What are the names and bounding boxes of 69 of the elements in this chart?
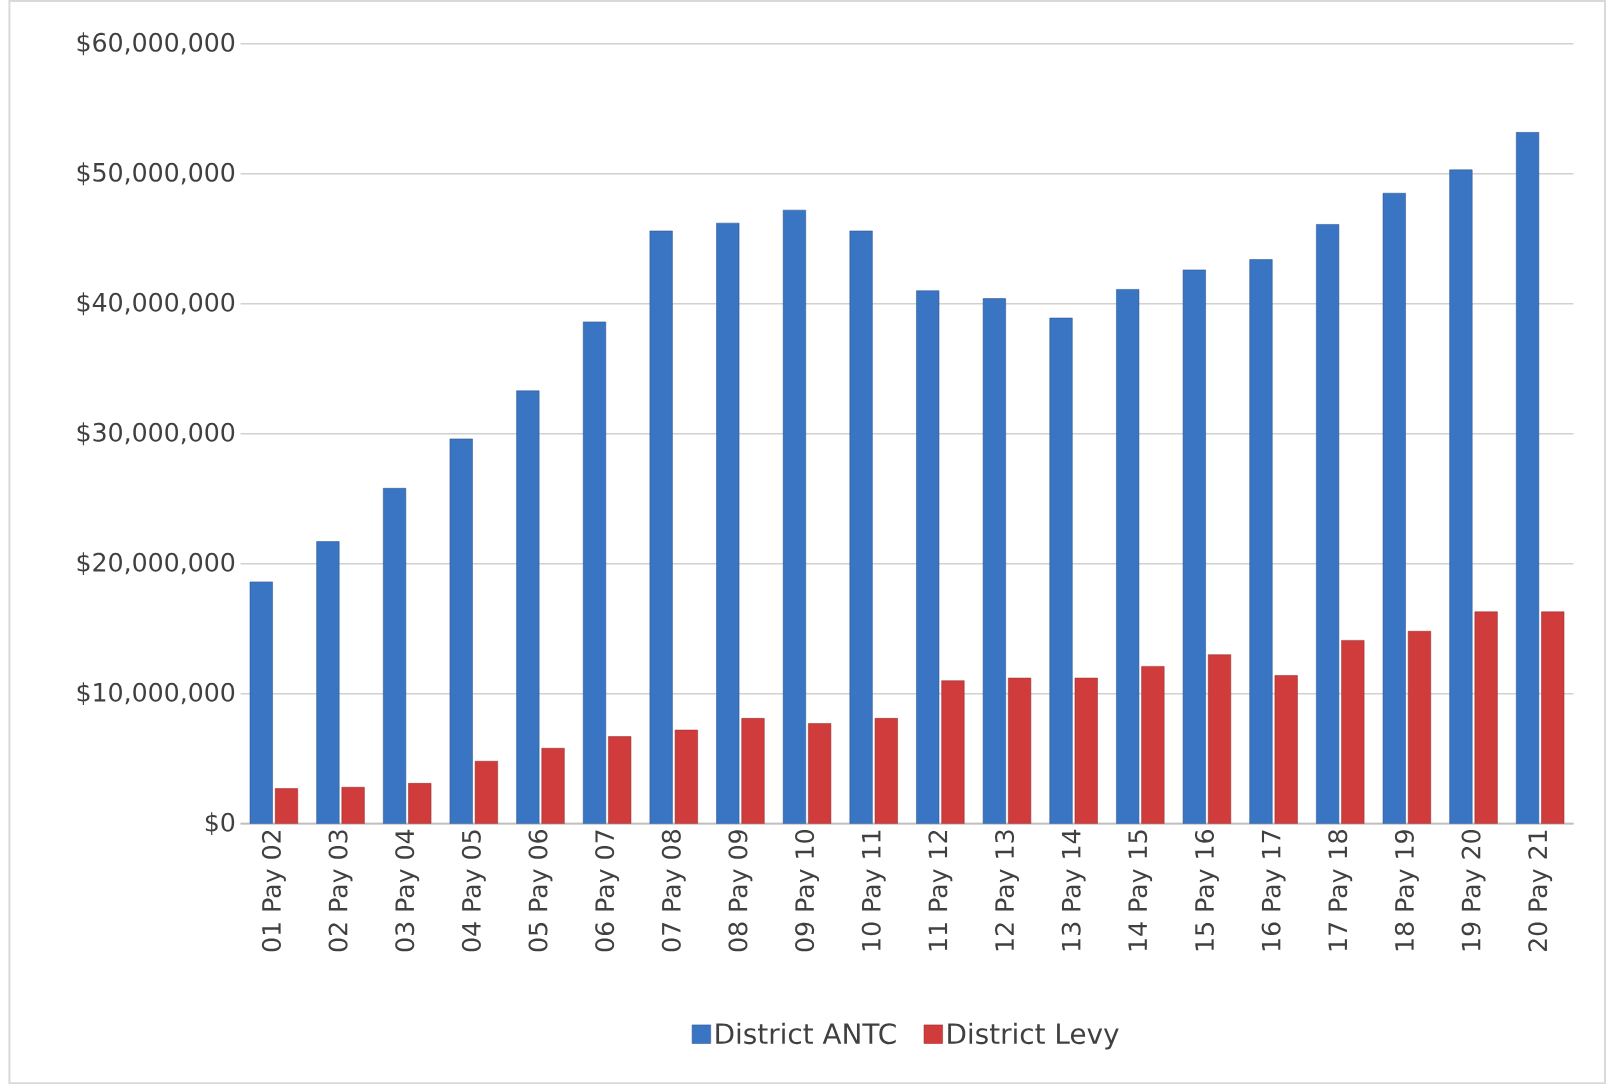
bar	[1116, 289, 1140, 824]
x-tick-label: 11 Pay 12	[928, 830, 953, 951]
y-tick-label: $40,000,000	[77, 292, 235, 316]
bar	[474, 760, 498, 824]
bar	[608, 736, 632, 824]
bar	[316, 541, 340, 824]
y-tick-label: $50,000,000	[77, 162, 235, 186]
x-tick-label: 02 Pay 03	[328, 830, 353, 952]
bar	[1516, 131, 1540, 824]
bar	[1341, 639, 1365, 824]
bar	[1074, 677, 1098, 824]
bar	[383, 487, 407, 824]
bar	[582, 321, 607, 824]
x-tick-label: 01 Pay 02	[261, 830, 286, 952]
y-tick-label: $20,000,000	[77, 552, 235, 575]
x-tick-label: 12 Pay 13	[995, 830, 1019, 951]
bar	[674, 729, 698, 824]
bar	[516, 390, 540, 824]
bar	[874, 717, 898, 824]
y-tick-label: $30,000,000	[77, 422, 235, 445]
x-tick-label: 19 Pay 20	[1461, 829, 1486, 951]
x-tick-label: 09 Pay 10	[795, 829, 820, 952]
bar	[341, 786, 365, 824]
bar	[916, 290, 940, 824]
bar	[1049, 317, 1073, 824]
x-tick-label: 04 Pay 05	[461, 830, 486, 952]
y-tick-label: $0	[205, 812, 235, 835]
bar	[1449, 169, 1473, 824]
bar	[1274, 675, 1298, 824]
bar	[1316, 224, 1340, 824]
x-tick-label: 03 Pay 04	[395, 829, 420, 952]
x-tick-label: 06 Pay 07	[595, 830, 620, 952]
bar	[1407, 630, 1432, 824]
x-tick-label: 18 Pay 19	[1394, 830, 1419, 951]
bar	[982, 298, 1006, 824]
x-tick-label: 20 Pay 21	[1528, 830, 1553, 951]
x-tick-label: 07 Pay 08	[661, 829, 686, 952]
bar	[716, 222, 740, 824]
legend-label: District ANTC	[716, 1022, 896, 1045]
bar	[1474, 611, 1498, 824]
x-tick-label: 10 Pay 11	[861, 830, 886, 951]
bar	[849, 230, 873, 824]
x-tick-label: 05 Pay 06	[528, 829, 553, 952]
y-tick-label: $60,000,000	[77, 32, 235, 56]
bar	[249, 581, 273, 824]
bar	[649, 230, 673, 824]
bar	[941, 680, 965, 824]
bar	[1182, 269, 1206, 824]
bar	[449, 438, 473, 824]
x-tick-label: 08 Pay 09	[728, 830, 753, 952]
bar	[541, 747, 565, 824]
bar	[1207, 654, 1232, 824]
bar	[274, 788, 299, 824]
x-tick-label: 17 Pay 18	[1328, 829, 1353, 951]
bar	[1249, 259, 1273, 824]
x-tick-label: 15 Pay 16	[1194, 829, 1219, 951]
bar	[408, 782, 432, 824]
legend-label: District Levy	[948, 1022, 1119, 1050]
bar	[1541, 611, 1565, 824]
x-tick-label: 14 Pay 15	[1128, 830, 1153, 951]
x-tick-label: 13 Pay 14	[1061, 829, 1086, 951]
bar	[1008, 677, 1032, 824]
y-tick-label: $10,000,000	[77, 682, 235, 705]
bar	[741, 717, 765, 824]
x-tick-label: 16 Pay 17	[1261, 830, 1286, 951]
bar	[1141, 665, 1165, 824]
bar	[808, 723, 832, 824]
bar	[1382, 192, 1406, 824]
bar	[782, 209, 806, 824]
